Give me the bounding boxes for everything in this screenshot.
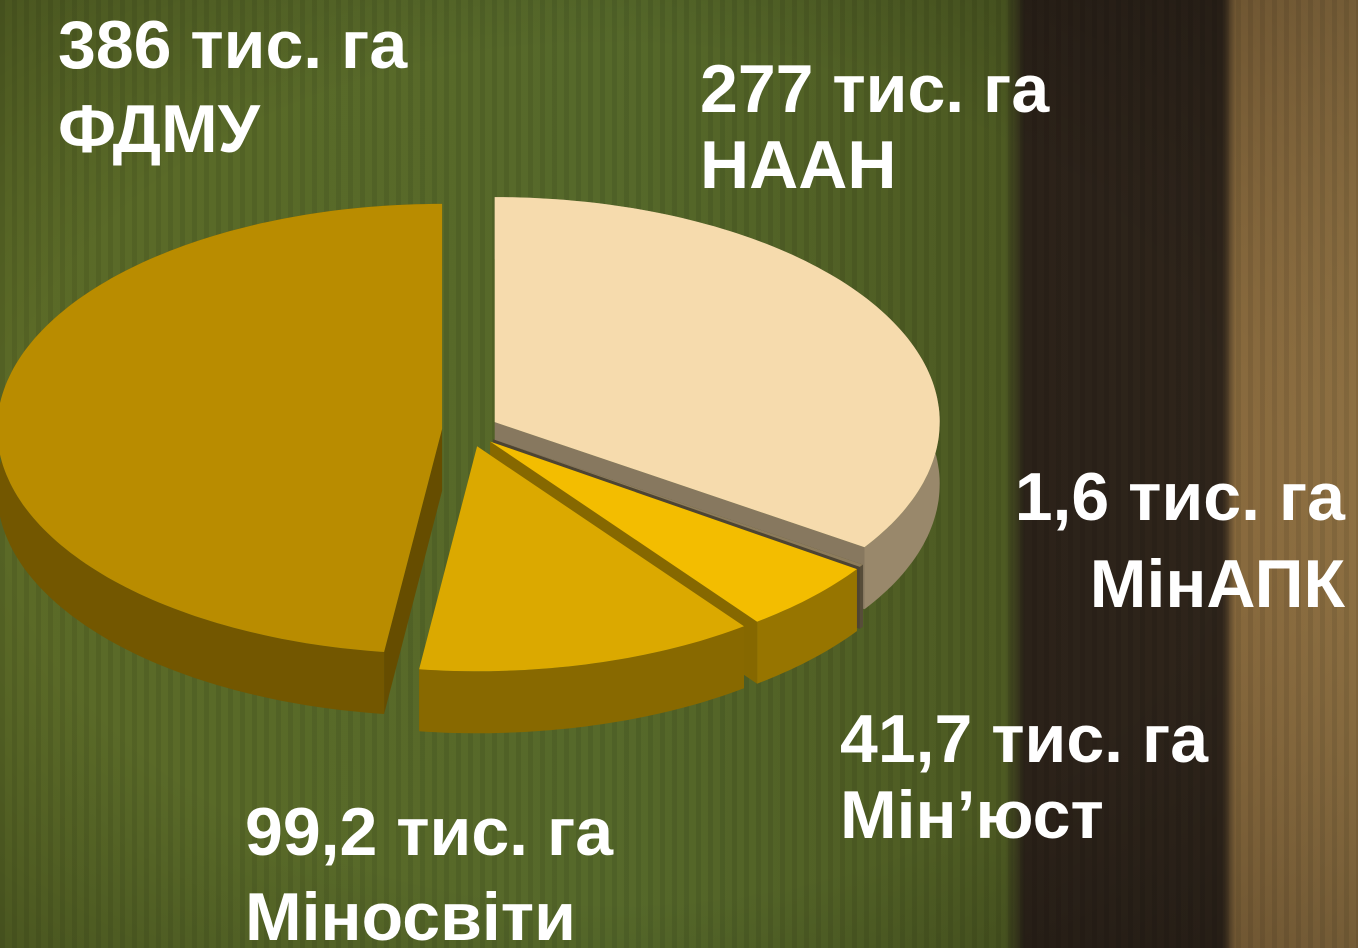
value-label: 386 тис. га	[58, 7, 408, 83]
category-label: МінАПК	[1090, 546, 1346, 622]
value-label: 1,6 тис. га	[1015, 459, 1346, 535]
page: 277 тис. гаНААН 1,6 тис. га МінАПК 41,7 тис…	[0, 0, 1358, 948]
chart: 277 тис. гаНААН 1,6 тис. га МінАПК 41,7 тис…	[0, 0, 1358, 948]
category-label: НААН	[700, 127, 896, 203]
value-label: 41,7 тис. га	[840, 701, 1209, 777]
category-label: Міносвіти	[245, 879, 576, 948]
category-label: Мін’юст	[840, 777, 1104, 853]
value-label: 99,2 тис. га	[245, 794, 614, 870]
value-label: 277 тис. га	[700, 51, 1050, 127]
slice-side	[860, 565, 863, 629]
category-label: ФДМУ	[58, 91, 261, 167]
